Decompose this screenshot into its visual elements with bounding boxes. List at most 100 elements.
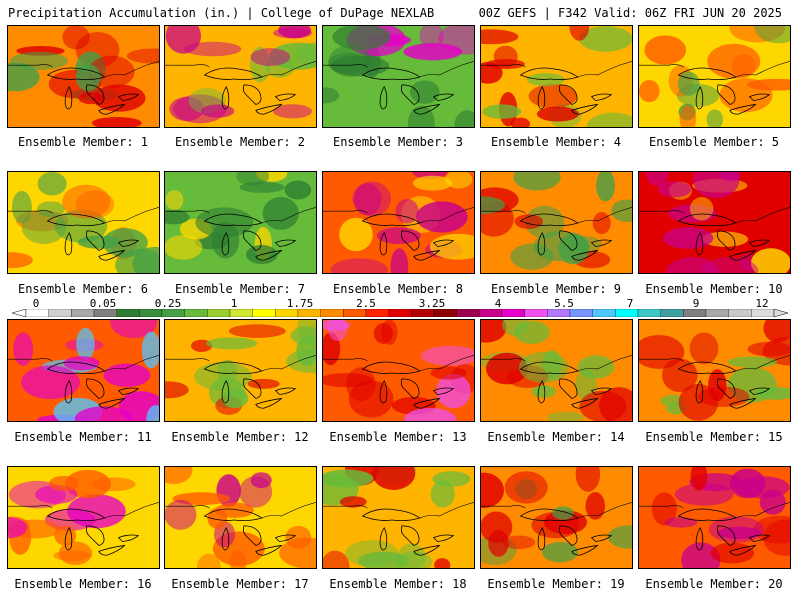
colorbar-swatch [116,309,140,317]
lake-outline [695,379,704,404]
precip-blob [273,104,313,119]
precip-blob [353,183,382,216]
border-line [323,61,474,78]
lake-outline [117,534,140,542]
ensemble-member-label: Ensemble Member: 2 [174,135,306,149]
lake-outline [558,230,578,251]
colorbar-tick-label: 9 [692,297,700,310]
precip-blob [262,196,299,230]
lake-outline [695,85,704,110]
ensemble-map-panel [638,466,791,569]
lake-outline [221,231,230,256]
precip-blob [419,26,444,49]
precip-map [639,320,790,421]
lake-outline [519,67,579,80]
precip-blob [481,61,503,84]
precip-blob [327,53,369,74]
lake-outline [255,249,283,261]
lake-outline [274,534,297,542]
lake-outline [716,525,736,546]
precip-blob [110,320,157,339]
precip-blob [750,248,790,273]
precip-blob [345,540,399,567]
lake-outline [242,230,262,251]
colorbar-swatch [388,309,412,317]
precip-blob [481,29,519,45]
precip-blob [674,483,734,506]
precip-map [323,172,474,273]
precip-map [165,26,316,127]
lake-outline [519,213,579,226]
precip-blob [62,26,90,50]
precip-blob [662,227,714,249]
precip-blob [394,551,433,568]
precip-blob [250,48,291,67]
colorbar-tick-label: 12 [755,297,769,310]
precip-blob [481,196,505,214]
precip-blob [710,542,755,564]
precip-map [639,467,790,568]
ensemble-map-panel [322,466,475,569]
border-line [639,207,790,224]
precip-map [481,320,632,421]
lake-outline [558,84,578,105]
colorbar-swatch [751,309,775,317]
ensemble-member-label: Ensemble Member: 1 [17,135,149,149]
ensemble-map-panel [7,171,160,274]
colorbar-swatch [592,309,616,317]
precip-blob [54,525,77,546]
precip-blob [165,467,193,485]
precip-blob [569,26,590,41]
colorbar-tick-label: 1.75 [286,297,314,310]
lake-outline [46,361,106,374]
lake-outline [221,85,230,110]
colorbar-swatch [161,309,185,317]
precip-blob [165,26,202,54]
lake-outline [85,378,105,399]
precip-colorbar [12,309,788,317]
lake-outline [400,525,420,546]
precip-blob [754,387,790,400]
lake-outline [590,387,613,395]
colorbar-swatch [637,309,661,317]
colorbar-tick-label: 0.05 [89,297,117,310]
lake-outline [379,231,388,256]
border-line [481,502,632,519]
precip-blob [323,87,340,104]
precip-blob [372,467,416,490]
precip-blob [510,117,531,127]
lake-outline [85,230,105,251]
precip-blob [9,51,69,71]
lake-outline [729,249,757,261]
colorbar-swatch [93,309,117,317]
ensemble-map-panel [322,25,475,128]
precip-blob [102,228,148,258]
ensemble-map-panel [7,466,160,569]
border-line [165,502,316,519]
border-line [639,355,790,372]
lake-outline [413,544,441,556]
lake-outline [729,397,757,409]
precip-blob [53,550,92,561]
colorbar-swatch [705,309,729,317]
precip-blob [250,472,272,489]
ensemble-member-label: Ensemble Member: 17 [171,577,309,591]
border-line [481,207,632,224]
ensemble-map-panel [322,171,475,274]
ensemble-member-label: Ensemble Member: 8 [332,282,464,296]
lake-outline [558,525,578,546]
precip-blob [504,471,548,504]
precip-blob [165,234,203,260]
precip-blob [205,337,258,350]
precip-map [8,26,159,127]
ensemble-member-label: Ensemble Member: 6 [17,282,149,296]
precip-blob [481,472,504,508]
lake-outline [64,526,73,551]
precip-blob [689,197,714,221]
colorbar-tick-label: 2.5 [356,297,376,310]
precip-map [323,26,474,127]
colorbar-max-arrow [773,309,788,317]
precip-blob [525,205,565,239]
ensemble-map-panel [480,171,633,274]
lake-outline [85,84,105,105]
